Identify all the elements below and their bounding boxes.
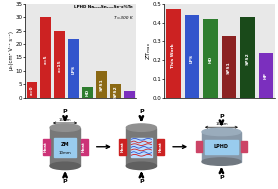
Bar	[50, 128, 80, 166]
Bar	[41, 17, 51, 98]
Text: LPS: LPS	[72, 65, 76, 74]
Text: x=0: x=0	[30, 85, 34, 95]
Text: SPS2: SPS2	[113, 85, 117, 98]
Ellipse shape	[126, 124, 156, 131]
Bar	[81, 139, 88, 155]
Bar	[202, 132, 241, 162]
Text: T=300 K: T=300 K	[114, 16, 133, 20]
Bar	[205, 140, 238, 154]
Text: P: P	[139, 109, 144, 115]
Text: x=5: x=5	[44, 54, 48, 64]
Text: 10mm: 10mm	[59, 151, 71, 155]
Text: 16mm: 16mm	[215, 122, 228, 126]
Text: Heat: Heat	[82, 141, 86, 152]
Bar	[185, 15, 199, 98]
Bar	[68, 39, 79, 98]
Text: SPS2: SPS2	[245, 53, 249, 65]
Text: x=15: x=15	[58, 59, 62, 72]
Bar	[119, 139, 126, 155]
Text: P: P	[63, 109, 67, 115]
Text: P: P	[63, 179, 67, 184]
Bar	[222, 36, 236, 98]
Text: HD: HD	[208, 56, 212, 64]
Y-axis label: μₕ(cm² V⁻¹ s⁻¹): μₕ(cm² V⁻¹ s⁻¹)	[9, 31, 14, 70]
Bar	[157, 139, 164, 155]
Text: P: P	[219, 175, 224, 180]
Bar	[240, 17, 255, 98]
Ellipse shape	[202, 128, 241, 136]
Text: This Work: This Work	[171, 43, 175, 68]
Bar	[96, 71, 107, 98]
Ellipse shape	[126, 162, 156, 170]
Text: LPHD Na₀.₀₃Sn₀.₉₇Se-x%Te: LPHD Na₀.₀₃Sn₀.₉₇Se-x%Te	[74, 5, 133, 9]
Text: HD: HD	[86, 89, 90, 96]
Text: LPS: LPS	[190, 53, 194, 63]
Ellipse shape	[50, 124, 80, 131]
Bar	[131, 138, 152, 157]
Ellipse shape	[202, 158, 241, 165]
Bar	[124, 91, 135, 98]
Bar	[196, 141, 202, 152]
Text: 16mm: 16mm	[59, 118, 71, 122]
Text: P: P	[219, 114, 224, 119]
Text: Heat: Heat	[120, 141, 124, 152]
Bar	[241, 141, 247, 152]
Bar	[27, 82, 37, 98]
Y-axis label: ZTₘₐₓ: ZTₘₐₓ	[146, 42, 151, 59]
Ellipse shape	[50, 162, 80, 170]
Text: Heat: Heat	[44, 141, 48, 152]
Bar	[203, 19, 218, 98]
Text: LPHD: LPHD	[214, 144, 229, 149]
Text: SPS1: SPS1	[227, 62, 231, 74]
Bar	[110, 84, 121, 98]
Bar	[166, 9, 180, 98]
Bar	[82, 87, 93, 98]
Text: ZM: ZM	[61, 142, 70, 147]
Bar	[43, 139, 49, 155]
Bar	[126, 128, 156, 166]
Text: P: P	[139, 179, 144, 184]
Text: Heat: Heat	[158, 141, 162, 152]
Bar	[54, 138, 76, 157]
Bar	[259, 53, 273, 98]
Text: SPS1: SPS1	[100, 78, 103, 91]
Text: HP: HP	[264, 73, 268, 79]
Bar	[54, 31, 65, 98]
